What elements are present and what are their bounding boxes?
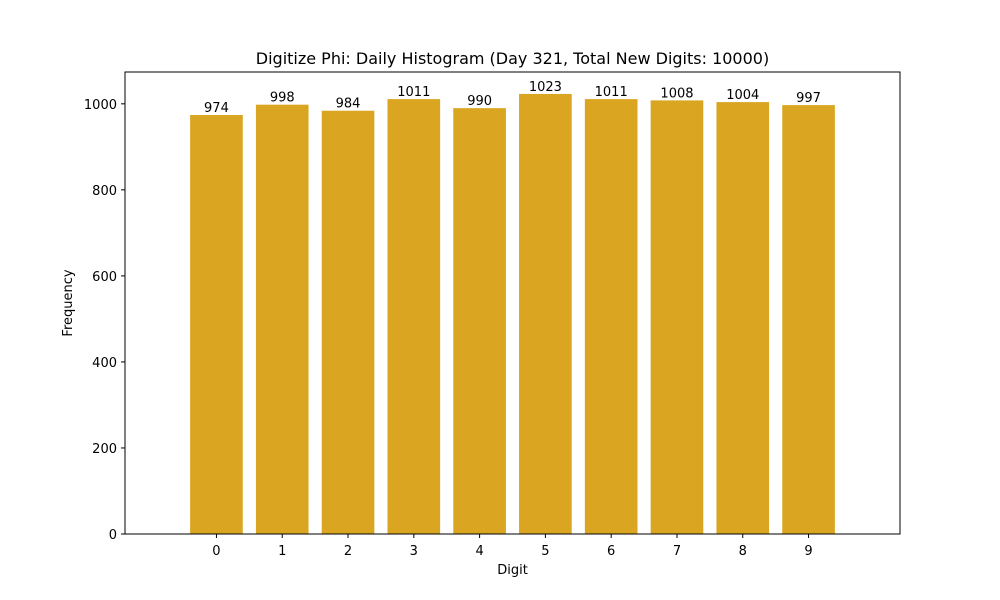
- bar-digit-3: [387, 99, 441, 534]
- bar-digit-0: [190, 115, 243, 535]
- bar-digit-7: [650, 100, 704, 535]
- y-tick-label-0: 0: [109, 528, 117, 543]
- x-tick-label-4: 4: [475, 544, 483, 559]
- data-label-digit-9: 997: [796, 91, 821, 106]
- data-labels-layer: 974 998 984 1011 990 1023 1011 1008 1004 997: [204, 80, 821, 116]
- data-label-digit-0: 974: [204, 101, 229, 116]
- x-tick-label-5: 5: [541, 544, 549, 559]
- plot-area-frame: [124, 71, 901, 535]
- x-tick-label-8: 8: [739, 544, 747, 559]
- y-axis-ticks: 0 200 400 600 800 1000: [84, 98, 125, 543]
- bar-digit-9: [782, 105, 835, 535]
- data-label-digit-8: 1004: [726, 88, 759, 103]
- chart-title: Digitize Phi: Daily Histogram (Day 321, …: [256, 49, 769, 68]
- bar-digit-1: [255, 104, 309, 534]
- bar-digit-2: [321, 110, 375, 534]
- x-tick-label-0: 0: [212, 544, 220, 559]
- data-label-digit-7: 1008: [660, 86, 693, 101]
- x-tick-label-7: 7: [673, 544, 681, 559]
- data-label-digit-5: 1023: [529, 80, 562, 95]
- y-axis-label: Frequency: [61, 269, 76, 336]
- y-tick-label-200: 200: [92, 442, 117, 457]
- x-tick-label-9: 9: [804, 544, 812, 559]
- x-axis-label: Digit: [497, 563, 528, 578]
- data-label-digit-6: 1011: [595, 85, 628, 100]
- bars-layer: [190, 93, 835, 535]
- x-tick-label-2: 2: [344, 544, 352, 559]
- x-axis-ticks: 0 1 2 3 4 5 6 7 8 9: [212, 534, 813, 559]
- bar-digit-8: [716, 102, 770, 535]
- data-label-digit-4: 990: [467, 94, 492, 109]
- bar-digit-6: [584, 99, 638, 534]
- data-label-digit-2: 984: [336, 97, 361, 112]
- bar-digit-4: [453, 108, 506, 534]
- y-tick-label-800: 800: [92, 184, 117, 199]
- data-label-digit-1: 998: [270, 91, 295, 106]
- data-label-digit-3: 1011: [397, 85, 430, 100]
- x-tick-label-3: 3: [410, 544, 418, 559]
- bar-digit-5: [519, 93, 572, 535]
- y-tick-label-1000: 1000: [84, 98, 117, 113]
- x-tick-label-1: 1: [278, 544, 286, 559]
- y-tick-label-400: 400: [92, 356, 117, 371]
- y-tick-label-600: 600: [92, 270, 117, 285]
- x-tick-label-6: 6: [607, 544, 615, 559]
